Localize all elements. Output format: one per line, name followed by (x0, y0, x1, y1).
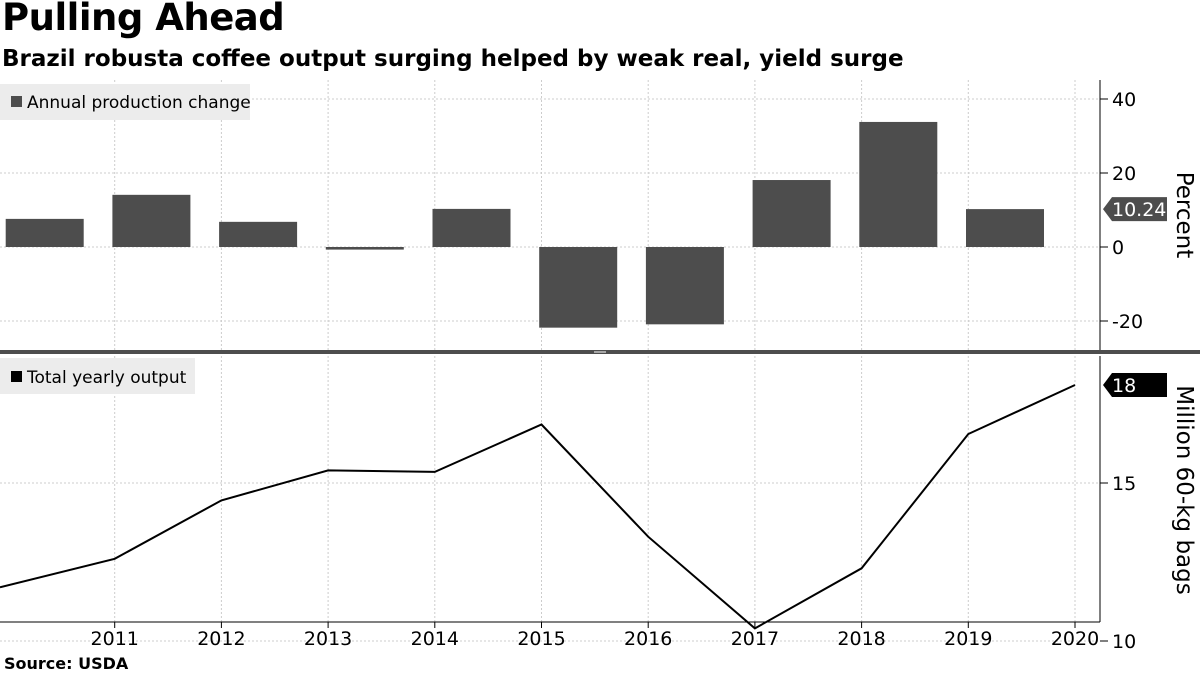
xtick-label-2015: 2015 (517, 628, 565, 650)
top-ylabel: Percent (1171, 172, 1197, 259)
chart-title: Pulling Ahead (2, 0, 285, 39)
chart-subtitle: Brazil robusta coffee output surging hel… (2, 46, 904, 72)
xtick-label-2012: 2012 (197, 628, 245, 650)
bottom-legend-box (0, 358, 195, 394)
top-ytick-label: 40 (1112, 89, 1136, 111)
bottom-legend-swatch (11, 371, 22, 382)
xtick-label-2018: 2018 (837, 628, 885, 650)
bar-2012 (112, 194, 191, 247)
bottom-ylabel: Million 60-kg bags (1171, 385, 1197, 594)
bar-2017 (645, 247, 724, 325)
bottom-last-value-label: 18 (1112, 375, 1136, 397)
bar-2018 (752, 180, 831, 247)
bar-2019 (859, 121, 938, 247)
top-ytick-label: 0 (1112, 237, 1124, 259)
bottom-ytick-label: 10 (1112, 631, 1136, 653)
xtick-label-2011: 2011 (91, 628, 139, 650)
bottom-ytick-label: 15 (1112, 473, 1136, 495)
top-last-value-label: 10.24 (1112, 199, 1166, 221)
source-note: Source: USDA (4, 654, 129, 673)
top-legend-label: Annual production change (27, 93, 251, 113)
bar-2013 (219, 221, 298, 247)
bottom-legend-label: Total yearly output (26, 368, 187, 388)
top-ytick-label: -20 (1112, 311, 1143, 333)
output-line (0, 384, 1076, 630)
xtick-label-2020: 2020 (1051, 628, 1099, 650)
xtick-label-2013: 2013 (304, 628, 352, 650)
bar-2016 (539, 247, 618, 328)
xtick-label-2016: 2016 (624, 628, 672, 650)
bar-2014 (325, 247, 404, 250)
xtick-label-2019: 2019 (944, 628, 992, 650)
top-ytick-label: 20 (1112, 163, 1136, 185)
xtick-label-2017: 2017 (731, 628, 779, 650)
bar-2015 (432, 208, 511, 247)
bottom-last-value-badge (1103, 373, 1167, 398)
bar-2020 (966, 209, 1044, 247)
top-legend-box (0, 84, 250, 120)
top-legend-swatch (11, 96, 22, 107)
top-last-value-badge (1103, 197, 1167, 222)
xtick-label-2014: 2014 (411, 628, 459, 650)
bar-2011 (5, 218, 84, 247)
